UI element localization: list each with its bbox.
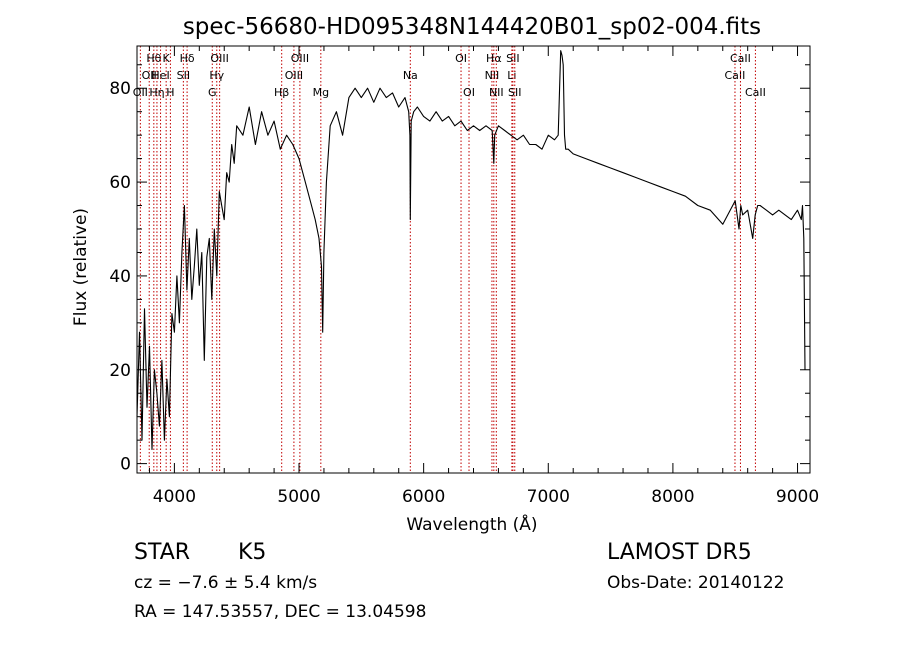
survey-label: LAMOST DR5 xyxy=(607,540,752,565)
line-marker-label: G xyxy=(208,86,217,99)
x-tick-label: 8000 xyxy=(651,487,694,507)
line-marker-label: SII xyxy=(177,69,190,82)
emission-line-markers: OIIOIIHθHηHeIKHSIIHδGHγOIIIHβOIIIOIIIMgN… xyxy=(133,46,766,473)
line-marker-label: Hγ xyxy=(209,69,224,82)
y-tick-label: 60 xyxy=(109,173,131,193)
line-marker-label: OIII xyxy=(291,52,309,65)
line-marker-label: Li xyxy=(507,69,516,82)
line-marker-label: Hη xyxy=(149,86,164,99)
y-tick-label: 20 xyxy=(109,361,131,381)
line-marker-label: NII xyxy=(489,86,504,99)
x-tick-label: 7000 xyxy=(527,487,570,507)
y-tick-label: 0 xyxy=(120,455,131,475)
line-marker-label: OIII xyxy=(285,69,303,82)
object-subclass-label: K5 xyxy=(238,540,267,565)
x-tick-label: 5000 xyxy=(277,487,320,507)
chart-title: spec-56680-HD095348N144420B01_sp02-004.f… xyxy=(183,14,761,40)
observation-date-text: Obs-Date: 20140122 xyxy=(607,573,785,593)
x-tick-label: 4000 xyxy=(153,487,196,507)
y-axis-label: Flux (relative) xyxy=(71,208,91,326)
line-marker-label: Na xyxy=(403,69,418,82)
x-tick-label: 9000 xyxy=(776,487,819,507)
line-marker-label: NII xyxy=(485,69,500,82)
line-marker-label: CaII xyxy=(725,69,746,82)
redshift-velocity-text: cz = −7.6 ± 5.4 km/s xyxy=(134,573,318,593)
line-marker-label: Hθ xyxy=(146,52,161,65)
line-marker-label: OI xyxy=(463,86,475,99)
line-marker-label: CaII xyxy=(745,86,766,99)
y-tick-label: 40 xyxy=(109,267,131,287)
line-marker-label: SII xyxy=(506,52,519,65)
coordinates-text: RA = 147.53557, DEC = 13.04598 xyxy=(134,602,427,622)
line-marker-label: CaII xyxy=(730,52,751,65)
line-marker-label: Hβ xyxy=(274,86,289,99)
object-class-label: STAR xyxy=(134,540,191,565)
plot-axes: 4000 5000 6000 7000 8000 9000 0 20 40 60 80 xyxy=(109,45,819,507)
line-marker-label: H xyxy=(166,86,174,99)
spectrum-line xyxy=(136,50,806,451)
spectrum-series xyxy=(136,50,806,451)
line-marker-label: HeI xyxy=(151,69,169,82)
line-marker-label: Hα xyxy=(486,52,502,65)
line-marker-label: Hδ xyxy=(180,52,195,65)
line-marker-label: OIII xyxy=(210,52,228,65)
plot-frame xyxy=(136,45,811,474)
line-marker-label: K xyxy=(163,52,171,65)
y-tick-label: 80 xyxy=(109,79,131,99)
line-marker-label: Mg xyxy=(313,86,329,99)
line-marker-label: OI xyxy=(455,52,467,65)
x-tick-label: 6000 xyxy=(402,487,445,507)
line-marker-label: SII xyxy=(508,86,521,99)
x-axis-label: Wavelength (Å) xyxy=(406,513,537,535)
line-marker-label: OII xyxy=(142,69,157,82)
